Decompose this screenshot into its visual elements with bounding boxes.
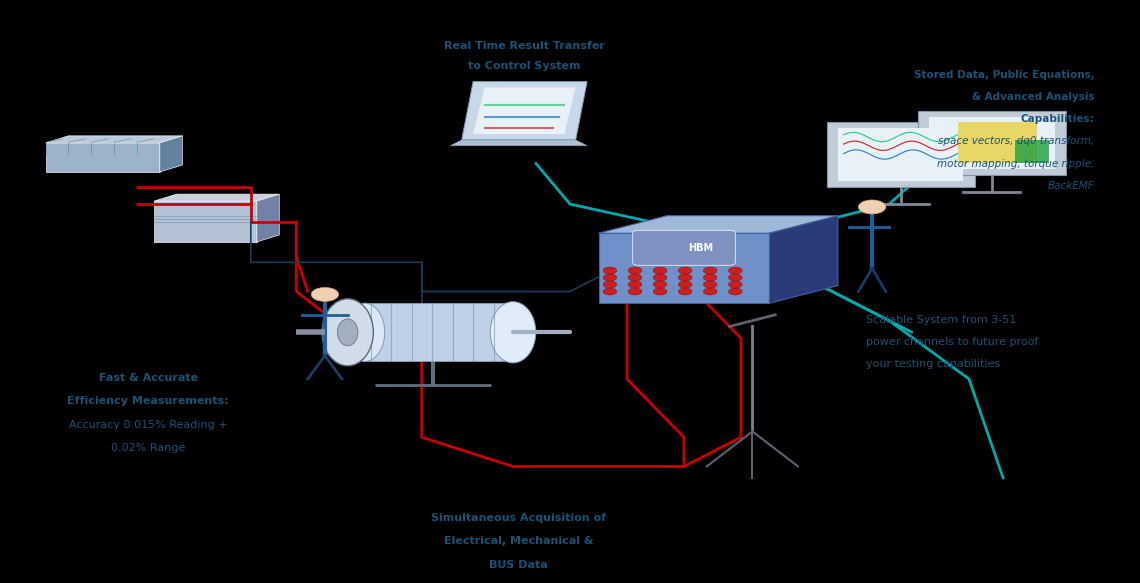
- Circle shape: [603, 281, 617, 288]
- Text: Stored Data, Public Equations,: Stored Data, Public Equations,: [913, 70, 1094, 80]
- Circle shape: [728, 288, 742, 295]
- Text: space vectors, dq0 transform,: space vectors, dq0 transform,: [938, 136, 1094, 146]
- Circle shape: [653, 288, 667, 295]
- Text: Efficiency Measurements:: Efficiency Measurements:: [67, 396, 229, 406]
- Polygon shape: [929, 117, 1054, 169]
- Polygon shape: [256, 194, 279, 242]
- Polygon shape: [838, 128, 963, 181]
- Circle shape: [628, 288, 642, 295]
- Circle shape: [678, 267, 692, 274]
- Text: BackEMF: BackEMF: [1048, 181, 1094, 191]
- Text: Electrical, Mechanical &: Electrical, Mechanical &: [443, 536, 594, 546]
- Polygon shape: [473, 87, 576, 134]
- Polygon shape: [826, 122, 975, 187]
- FancyBboxPatch shape: [633, 230, 735, 265]
- Text: HBM: HBM: [689, 243, 714, 253]
- Text: to Control System: to Control System: [469, 61, 580, 71]
- Circle shape: [678, 288, 692, 295]
- Polygon shape: [154, 194, 279, 201]
- Circle shape: [678, 281, 692, 288]
- Circle shape: [653, 267, 667, 274]
- Polygon shape: [365, 303, 513, 361]
- Ellipse shape: [323, 299, 374, 366]
- Text: power channels to future proof: power channels to future proof: [866, 337, 1039, 347]
- Circle shape: [628, 274, 642, 281]
- Circle shape: [703, 267, 717, 274]
- Circle shape: [728, 281, 742, 288]
- Ellipse shape: [345, 303, 385, 361]
- Ellipse shape: [490, 302, 536, 363]
- Circle shape: [703, 288, 717, 295]
- Text: Capabilities:: Capabilities:: [1020, 114, 1094, 124]
- Polygon shape: [770, 216, 838, 303]
- Text: & Advanced Analysis: & Advanced Analysis: [971, 92, 1094, 102]
- Circle shape: [858, 200, 886, 214]
- Circle shape: [603, 267, 617, 274]
- Polygon shape: [958, 122, 1037, 163]
- Text: Real Time Result Transfer: Real Time Result Transfer: [443, 41, 605, 51]
- Circle shape: [678, 274, 692, 281]
- Text: Simultaneous Acquisition of: Simultaneous Acquisition of: [431, 513, 606, 523]
- Polygon shape: [46, 143, 160, 172]
- Circle shape: [311, 287, 339, 301]
- Text: 0.02% Range: 0.02% Range: [111, 443, 186, 453]
- Text: BUS Data: BUS Data: [489, 560, 548, 570]
- Circle shape: [728, 267, 742, 274]
- Ellipse shape: [337, 319, 358, 346]
- Circle shape: [703, 274, 717, 281]
- Text: your testing capabilities: your testing capabilities: [866, 359, 1001, 369]
- Circle shape: [653, 281, 667, 288]
- Polygon shape: [450, 140, 587, 146]
- Polygon shape: [918, 111, 1066, 175]
- Polygon shape: [160, 136, 182, 172]
- Polygon shape: [598, 216, 838, 233]
- Circle shape: [653, 274, 667, 281]
- Circle shape: [628, 267, 642, 274]
- Circle shape: [728, 274, 742, 281]
- Polygon shape: [598, 233, 770, 303]
- Circle shape: [603, 274, 617, 281]
- Text: Accuracy 0.015% Reading +: Accuracy 0.015% Reading +: [68, 420, 228, 430]
- Text: Scalable System from 3-51: Scalable System from 3-51: [866, 315, 1017, 325]
- Text: motor mapping, torque ripple,: motor mapping, torque ripple,: [937, 159, 1094, 168]
- Text: Fast & Accurate: Fast & Accurate: [99, 373, 197, 383]
- Polygon shape: [46, 136, 182, 143]
- Polygon shape: [1015, 140, 1049, 163]
- Circle shape: [603, 288, 617, 295]
- Polygon shape: [154, 201, 256, 242]
- Circle shape: [628, 281, 642, 288]
- Circle shape: [703, 281, 717, 288]
- Polygon shape: [462, 82, 587, 140]
